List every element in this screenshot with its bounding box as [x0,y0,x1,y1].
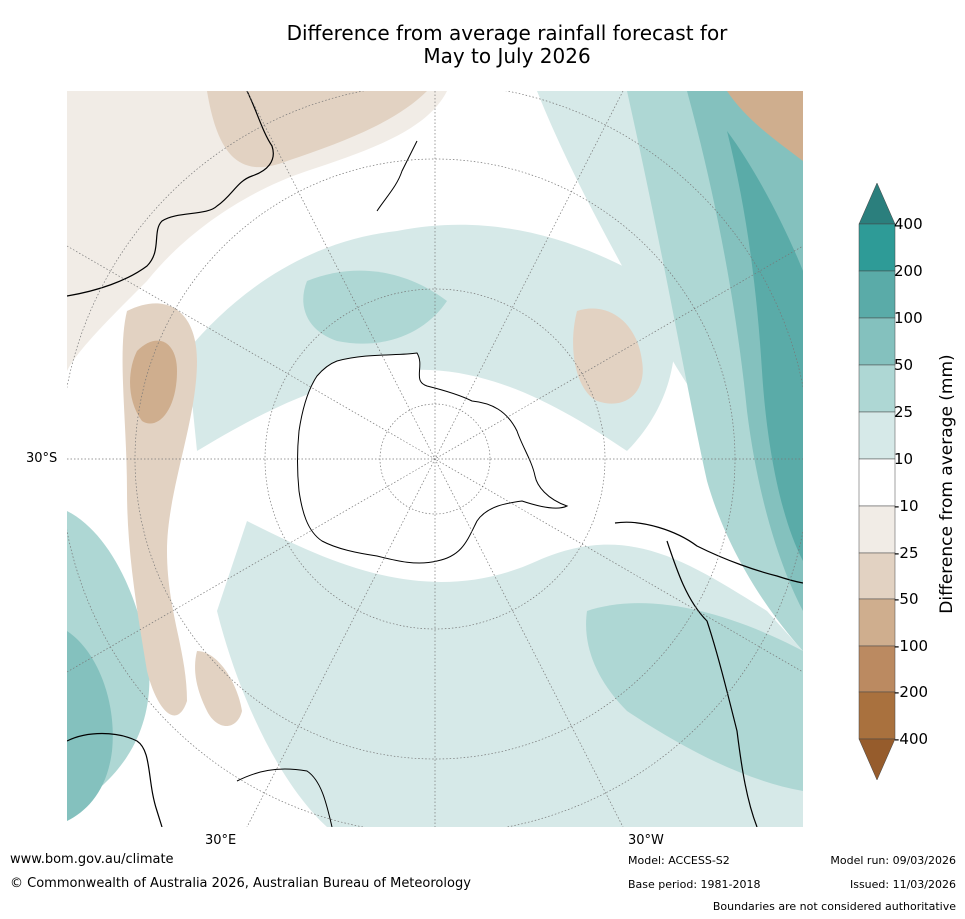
legend-level-10: 10 [894,450,914,468]
legend-level-minus100: -100 [894,637,929,655]
anomaly-dry-ne-corner [727,91,803,161]
legend-level-minus200: -200 [894,683,929,701]
legend-level-minus400: -400 [894,730,929,748]
colorbar-swatch-100 [858,317,896,366]
legend-level-minus10: -10 [894,497,919,515]
colorbar-swatch-minus200 [858,691,896,740]
lon-label-30e: 30°E [205,833,237,848]
anomaly-wet-strong-sw [67,631,113,821]
colorbar-swatch-minus100 [858,645,896,693]
legend-level-200: 200 [894,262,923,280]
legend-level-25: 25 [894,403,914,421]
disclaimer-text: Boundaries are not considered authoritat… [712,900,956,913]
legend-level-400: 400 [894,215,923,233]
issued-text: Issued: 11/03/2026 [849,878,956,891]
colorbar-swatch-minus10 [858,505,896,554]
new-zealand-coast [376,140,418,212]
model-text: Model: ACCESS-S2 [628,854,730,867]
colorbar-swatch-10 [858,458,896,507]
anomaly-wet-mid-southeast [586,603,803,791]
south-america-coast [614,521,803,584]
graticule [67,91,803,827]
legend-level-minus50: -50 [894,590,919,608]
lat-label-30s: 30°S [26,451,58,466]
anomaly-dry-west-core [130,340,177,424]
map-title: Difference from average rainfall forecas… [0,22,965,68]
madagascar-coast [236,768,333,827]
legend-level-100: 100 [894,309,923,327]
copyright-text: © Commonwealth of Australia 2026, Austra… [10,876,471,891]
colorbar-swatch-25 [858,411,896,460]
title-line-2: May to July 2026 [423,44,591,68]
colorbar-swatch-200 [858,270,896,319]
map-canvas [67,91,803,827]
colorbar-swatch-minus50 [858,598,896,647]
colorbar-bottom-arrow [858,738,896,781]
anomaly-dry-north [67,91,447,371]
rainfall-map [67,91,803,827]
anomaly-wet-mid-center [303,270,447,344]
base-period-text: Base period: 1981-2018 [628,878,761,891]
colorbar-swatch-minus25 [858,552,896,600]
website-link[interactable]: www.bom.gov.au/climate [10,852,174,867]
south-america-east-coast [666,540,758,827]
legend-level-minus25: -25 [894,544,919,562]
colorbar-swatch-400 [858,223,896,272]
legend-level-50: 50 [894,356,914,374]
legend-title: Difference from average (mm) [937,354,957,614]
lon-label-30w: 30°W [628,833,664,848]
colorbar-swatch-50 [858,364,896,413]
anomaly-dry-mid-north [207,91,427,168]
antarctica [297,352,569,564]
colorbar-top-arrow [858,182,896,225]
anomaly-dry-east-patch [573,308,643,404]
anomaly-dry-sw-patch [195,651,242,726]
australia-coast [67,91,274,297]
anomaly-wet-vstrong-east [727,131,803,561]
model-run-text: Model run: 09/03/2026 [830,854,956,867]
africa-coast [67,732,163,827]
title-line-1: Difference from average rainfall forecas… [286,21,728,45]
